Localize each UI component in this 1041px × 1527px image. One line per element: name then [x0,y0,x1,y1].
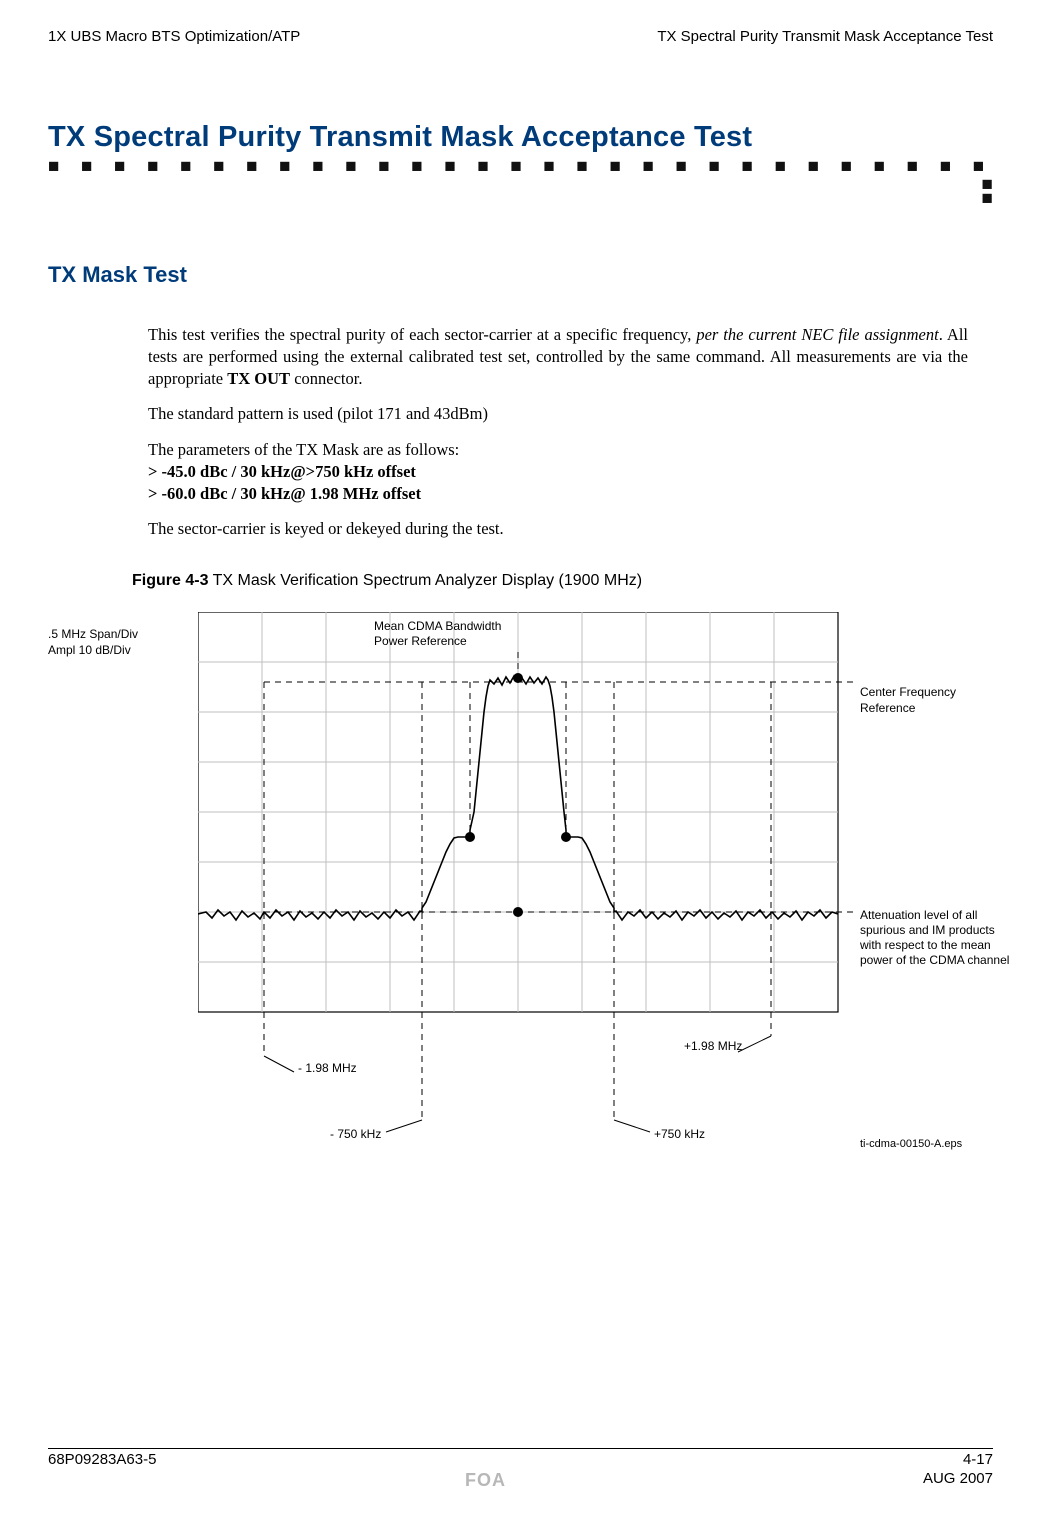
figure-left-labels: .5 MHz Span/Div Ampl 10 dB/Div [48,626,138,658]
page: 1X UBS Macro BTS Optimization/ATP TX Spe… [0,0,1041,1527]
label-center-frequency: Center Frequency Reference [860,684,956,716]
p1-a: This test verifies the spectral purity o… [148,325,696,344]
figure: .5 MHz Span/Div Ampl 10 dB/Div M [48,612,988,1172]
running-header: 1X UBS Macro BTS Optimization/ATP TX Spe… [48,28,993,45]
label-minus-198: - 1.98 MHz [298,1061,357,1075]
paragraph-3-line-2: > -60.0 dBc / 30 kHz@ 1.98 MHz offset [148,483,968,505]
footer-foa: FOA [465,1470,506,1491]
header-left: 1X UBS Macro BTS Optimization/ATP [48,28,300,45]
label-attenuation: Attenuation level of all spurious and IM… [860,908,1010,968]
left-label-1: .5 MHz Span/Div [48,626,138,642]
page-title: TX Spectral Purity Transmit Mask Accepta… [48,121,993,154]
marker-floor [513,907,523,917]
label-att-4: power of the CDMA channel [860,953,1010,968]
paragraph-1: This test verifies the spectral purity o… [148,324,968,389]
marker-left-shoulder [465,832,475,842]
label-att-2: spurious and IM products [860,923,1010,938]
p1-bold: TX OUT [227,369,290,388]
title-dot-tail: ■■ [48,178,993,206]
header-right: TX Spectral Purity Transmit Mask Accepta… [657,28,993,45]
page-footer: 68P09283A63-5 4-17 FOA AUG 2007 [48,1448,993,1491]
figure-caption-text: TX Mask Verification Spectrum Analyzer D… [208,572,642,589]
spectrum-chart: Mean CDMA Bandwidth Power Reference [198,612,858,1172]
figure-caption-bold: Figure 4-3 [132,572,208,589]
label-cf-1: Center Frequency [860,684,956,700]
marker-right-shoulder [561,832,571,842]
footer-row-2: FOA AUG 2007 [48,1470,993,1491]
chart-top-label-1: Mean CDMA Bandwidth [374,619,501,633]
section-title: TX Mask Test [48,262,993,288]
p1-italic: per the current NEC file assignment [696,325,938,344]
footer-doc-id: 68P09283A63-5 [48,1451,156,1468]
paragraph-3-line-1: > -45.0 dBc / 30 kHz@>750 kHz offset [148,461,968,483]
paragraph-2: The standard pattern is used (pilot 171 … [148,403,968,425]
label-plus-198: +1.98 MHz [684,1039,742,1053]
label-minus-750: - 750 kHz [330,1127,381,1141]
footer-date: AUG 2007 [923,1470,993,1491]
marker-center [513,673,523,683]
body-text: This test verifies the spectral purity o… [148,324,968,540]
title-dot-leader: ■ ■ ■ ■ ■ ■ ■ ■ ■ ■ ■ ■ ■ ■ ■ ■ ■ ■ ■ ■ … [48,156,993,178]
label-att-3: with respect to the mean [860,938,1010,953]
left-label-2: Ampl 10 dB/Div [48,642,138,658]
paragraph-4: The sector-carrier is keyed or dekeyed d… [148,518,968,540]
footer-row-1: 68P09283A63-5 4-17 [48,1448,993,1468]
label-cf-2: Reference [860,700,956,716]
figure-source-filename: ti-cdma-00150-A.eps [860,1138,962,1150]
figure-caption: Figure 4-3 TX Mask Verification Spectrum… [132,572,993,590]
p1-e: connector. [290,369,362,388]
paragraph-3-intro: The parameters of the TX Mask are as fol… [148,439,968,461]
label-att-1: Attenuation level of all [860,908,1010,923]
footer-page-number: 4-17 [963,1451,993,1468]
label-plus-750: +750 kHz [654,1127,705,1141]
chart-top-label-2: Power Reference [374,634,467,648]
